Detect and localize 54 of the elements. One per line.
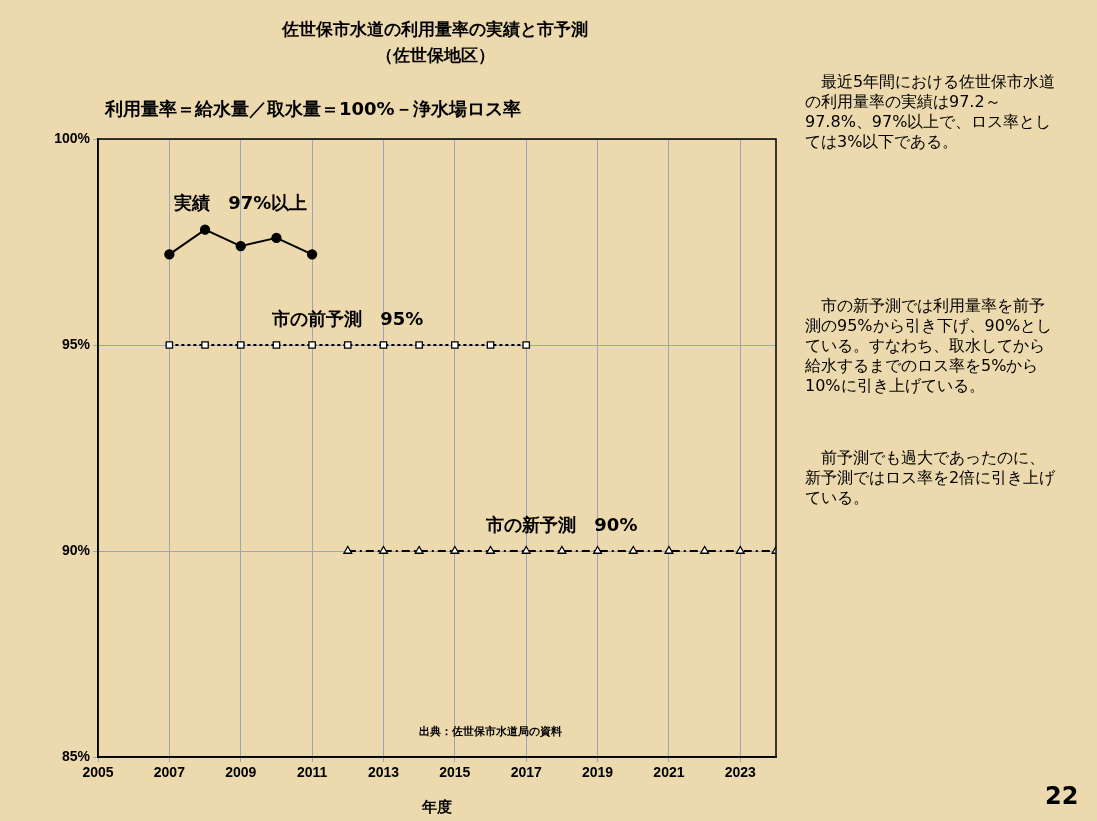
point (378, 545, 389, 554)
point (343, 545, 353, 554)
y-tick-label: 90% (61, 541, 91, 558)
x-tick-label: 2017 (510, 764, 542, 781)
point (235, 240, 246, 252)
x-tick-label: 2005 (82, 764, 114, 781)
text: 市の新予測では利用量率を前予測の95%から引き下げ、90%としている。すなわち、取水してから給水するまでのロス率を5%から10%に引き上げている。 (805, 296, 1054, 396)
series-label: 市の新予測 90% (485, 513, 638, 535)
point (165, 341, 174, 349)
point (735, 545, 745, 554)
point (485, 545, 496, 554)
point (379, 341, 388, 349)
x-tick-label: 2011 (296, 764, 328, 781)
y-tick-label: 95% (61, 335, 91, 352)
point (201, 341, 209, 349)
annotation: 出典：佐世保市水道局の資料 (417, 724, 563, 739)
x-tick-label: 2023 (724, 764, 757, 781)
x-tick-label: 2021 (653, 764, 685, 781)
x-tick-label: 2013 (367, 764, 400, 781)
point (164, 249, 175, 260)
point (343, 341, 352, 349)
point (415, 341, 423, 349)
point (450, 545, 460, 554)
point (557, 545, 567, 554)
point (628, 545, 638, 554)
point (522, 341, 531, 349)
point (414, 545, 424, 554)
point (306, 249, 318, 260)
point (664, 545, 674, 554)
series-label: 市の前予測 95% (271, 307, 424, 329)
point (521, 545, 531, 554)
x-tick-label: 2015 (439, 764, 471, 781)
point (271, 232, 282, 244)
point (451, 341, 459, 349)
x-axis-title: 年度 (421, 798, 452, 816)
text: 利用量率＝給水量／取水量＝100%－浄水場ロス率 (105, 97, 521, 121)
text: 最近5年間における佐世保市水道の利用量率の実績は97.2～97.8%、97%以上で、ロス率としては3%以下である。 (805, 72, 1057, 152)
point (486, 341, 495, 349)
x-tick-label: 2009 (225, 764, 257, 781)
point (236, 341, 245, 349)
series-label: 実績 97%以上 (173, 192, 308, 214)
chart-subtitle: （佐世保地区） (374, 44, 496, 67)
text: 22 (1045, 782, 1079, 810)
y-tick-label: 85% (61, 747, 91, 764)
text: 前予測でも過大であったのに、新予測ではロス率を2倍に引き上げている。 (805, 448, 1057, 508)
x-tick-label: 2019 (582, 764, 614, 781)
y-tick-label: 100% (54, 129, 91, 146)
point (593, 545, 603, 554)
x-tick-label: 2007 (153, 764, 186, 781)
point (272, 341, 281, 349)
point (308, 341, 316, 349)
chart-title: 佐世保市水道の利用量率の実績と市予測 (281, 18, 589, 41)
point (700, 545, 710, 554)
point (199, 224, 211, 235)
